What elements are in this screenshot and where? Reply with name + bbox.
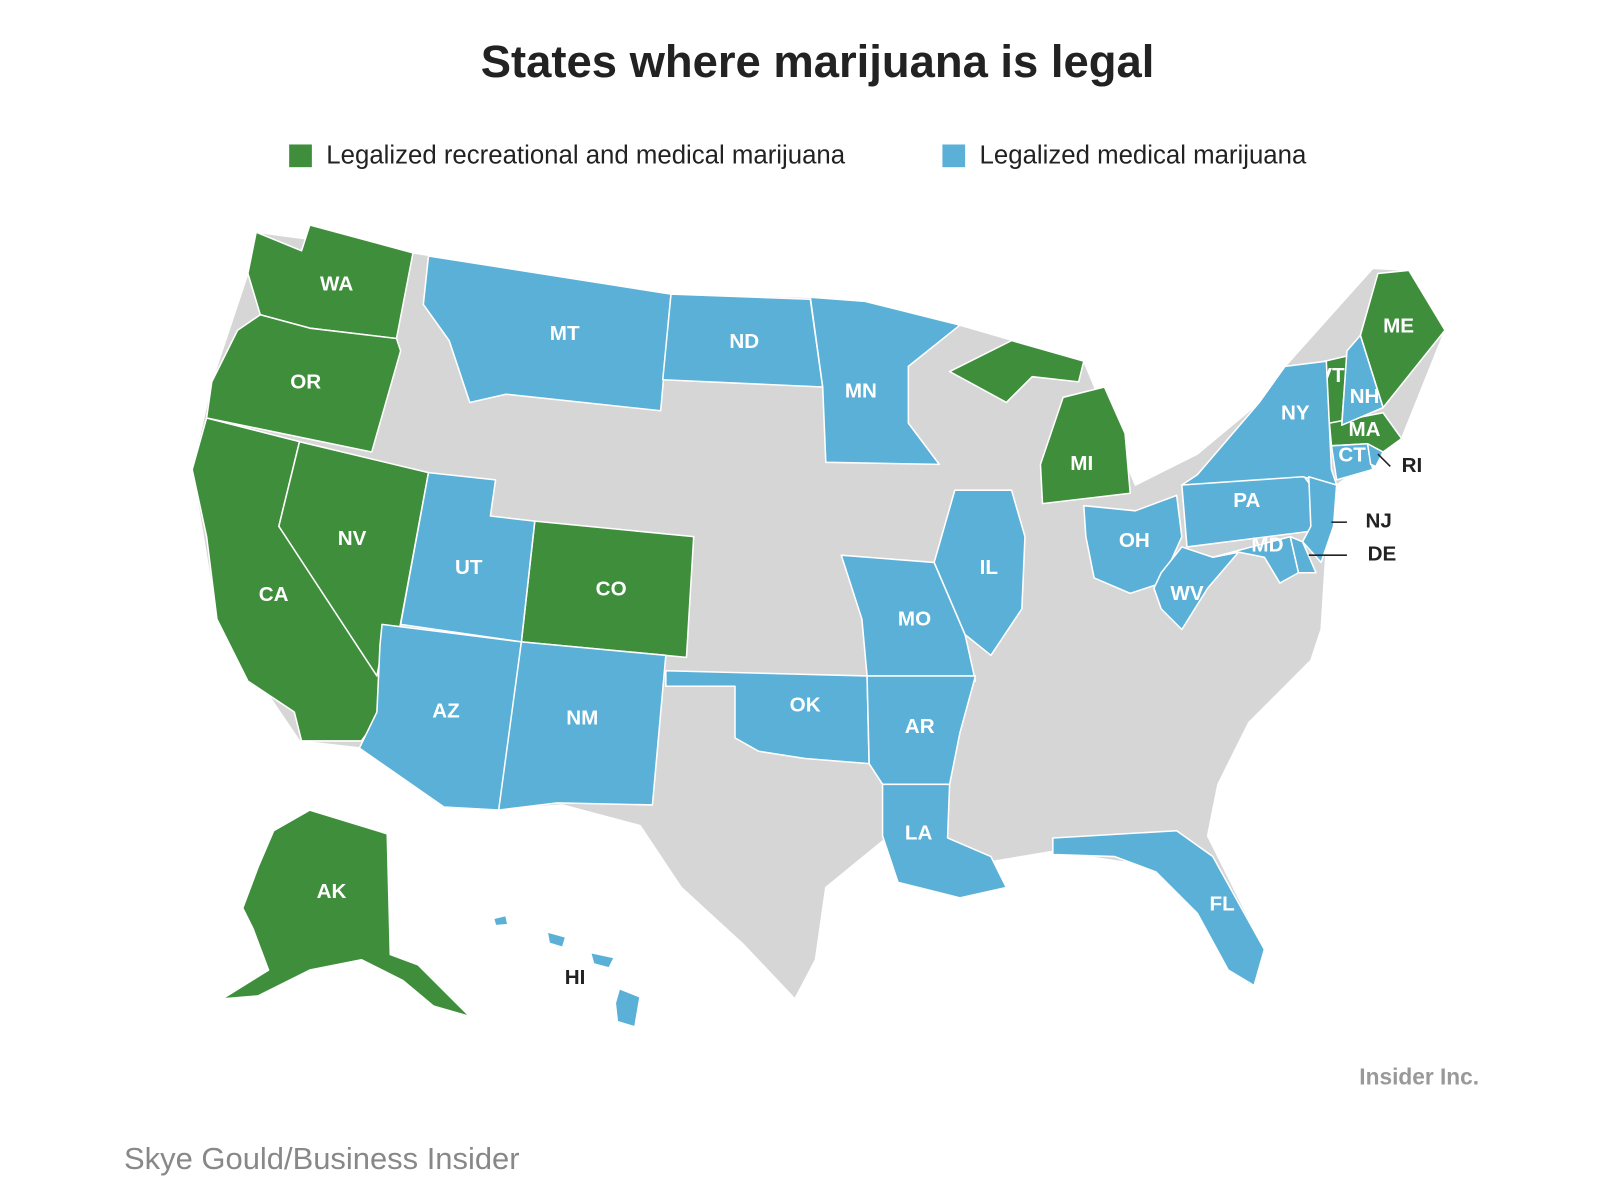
legend: Legalized recreational and medical marij… — [289, 142, 1307, 170]
state-shape — [881, 783, 1008, 899]
state-label: WA — [320, 272, 353, 295]
state-shape — [1301, 476, 1338, 564]
state-label: CA — [259, 583, 289, 606]
state-shape — [1039, 386, 1132, 505]
state-shape — [492, 914, 509, 927]
state-shape — [497, 641, 667, 811]
state-label: NM — [566, 707, 598, 730]
state-shape — [1212, 535, 1300, 584]
state-label: FL — [1209, 892, 1234, 915]
credit: Skye Gould/Business Insider — [124, 1141, 520, 1176]
state-label: OK — [790, 693, 821, 716]
state-shape — [546, 931, 567, 949]
state-shape — [1181, 360, 1338, 486]
title: States where marijuana is legal — [481, 36, 1155, 87]
state-label: AR — [905, 715, 935, 738]
state-label: MD — [1251, 533, 1283, 556]
state-label: MO — [898, 608, 931, 631]
state-label: PA — [1233, 489, 1260, 512]
state-label: MI — [1070, 452, 1093, 475]
legend-swatch — [289, 144, 312, 168]
state-label: CT — [1338, 444, 1366, 467]
state-label: IL — [980, 556, 998, 579]
state-label: MN — [845, 380, 877, 403]
leader-line — [1377, 453, 1391, 468]
state-label: NH — [1350, 385, 1380, 408]
state-label: LA — [905, 821, 933, 844]
state-shape — [1153, 546, 1240, 631]
legend-label: Legalized medical marijuana — [980, 142, 1307, 170]
state-label: OH — [1119, 529, 1150, 552]
state-label: NJ — [1366, 510, 1392, 533]
state-shape — [1341, 334, 1384, 426]
state-shape — [1366, 442, 1384, 468]
state-label: HI — [565, 966, 586, 989]
state-shape — [205, 313, 402, 453]
state-shape — [809, 296, 961, 466]
state-label: UT — [455, 556, 483, 579]
state-label: ND — [729, 330, 759, 353]
state-label: OR — [290, 370, 321, 393]
state-label: WV — [1170, 582, 1203, 605]
state-label: RI — [1402, 454, 1423, 477]
state-shape — [399, 471, 536, 643]
state-label: NY — [1281, 401, 1310, 424]
state-shape — [933, 489, 1026, 657]
state-shape — [948, 339, 1085, 404]
state-shape — [589, 951, 616, 969]
state-label: MA — [1348, 418, 1380, 441]
state-shape — [614, 987, 641, 1028]
state-label: ME — [1383, 315, 1414, 338]
legend-swatch — [942, 144, 966, 168]
legend-label: Legalized recreational and medical marij… — [326, 142, 845, 170]
logo: Insider Inc. — [1359, 1063, 1479, 1089]
state-label: MT — [550, 322, 580, 345]
state-shape — [221, 809, 471, 1018]
state-shape — [1052, 829, 1266, 987]
state-label: NV — [338, 527, 367, 550]
state-label: DE — [1368, 543, 1397, 566]
state-shape — [1330, 442, 1374, 481]
state-label: AK — [317, 880, 347, 903]
state-label: AZ — [432, 700, 460, 723]
state-label: CO — [596, 578, 627, 601]
